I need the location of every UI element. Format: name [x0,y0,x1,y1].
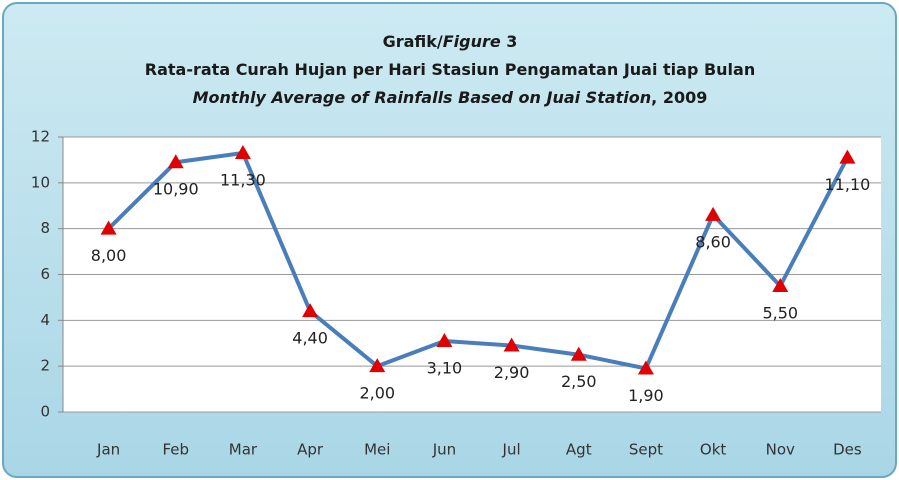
title-part: 3 [501,32,518,51]
x-tick-label: Feb [162,441,189,459]
value-label: 1,90 [628,386,664,405]
marker [503,337,520,352]
value-label: 4,40 [292,329,328,348]
x-tick-label: Mar [229,441,258,459]
marker [436,332,453,347]
value-label: 8,60 [695,232,731,251]
marker [570,346,587,361]
x-tick-label: Jan [96,441,120,459]
x-tick-label: Apr [297,441,324,459]
marker [705,206,722,221]
x-tick-label: Okt [700,441,726,459]
value-label: 10,90 [153,180,199,199]
title-part: Monthly Average of Rainfalls Based on Ju… [193,88,652,107]
x-tick-label: Sept [629,441,663,459]
title-part: Rata-rata Curah Hujan per Hari Stasiun P… [145,60,755,79]
title-line: Grafik/Figure 3 [383,32,518,51]
value-label: 11,10 [825,175,871,194]
title-line: Rata-rata Curah Hujan per Hari Stasiun P… [145,60,755,79]
y-tick-label: 12 [31,128,50,146]
marker [302,303,319,318]
value-label: 11,30 [220,171,266,190]
title-line: Monthly Average of Rainfalls Based on Ju… [193,88,708,107]
title-part: , 2009 [651,88,707,107]
marker [234,145,251,160]
y-tick-label: 0 [40,403,50,421]
y-tick-label: 2 [40,357,50,375]
x-tick-label: Jul [502,441,521,459]
x-tick-label: Nov [766,441,795,459]
value-label: 8,00 [91,246,127,265]
value-label: 3,10 [427,358,463,377]
y-tick-label: 6 [40,265,50,283]
data-line [107,151,850,371]
marker [772,277,789,292]
x-tick-label: Des [833,441,862,459]
x-tick-label: Jun [432,441,456,459]
marker [839,149,856,164]
value-label: 2,00 [359,384,395,403]
title-part: Grafik/ [383,32,443,51]
title-part: Figure [443,32,501,51]
marker [100,220,117,235]
marker [369,358,386,373]
marker [167,154,184,169]
value-label: 2,90 [494,363,530,382]
y-tick-label: 8 [40,219,50,237]
value-label: 5,50 [762,303,798,322]
x-tick-label: Agt [566,441,592,459]
x-tick-label: Mei [364,441,390,459]
y-tick-label: 4 [40,311,50,329]
value-label: 2,50 [561,372,597,391]
marker [637,360,654,375]
y-tick-label: 10 [31,173,50,191]
